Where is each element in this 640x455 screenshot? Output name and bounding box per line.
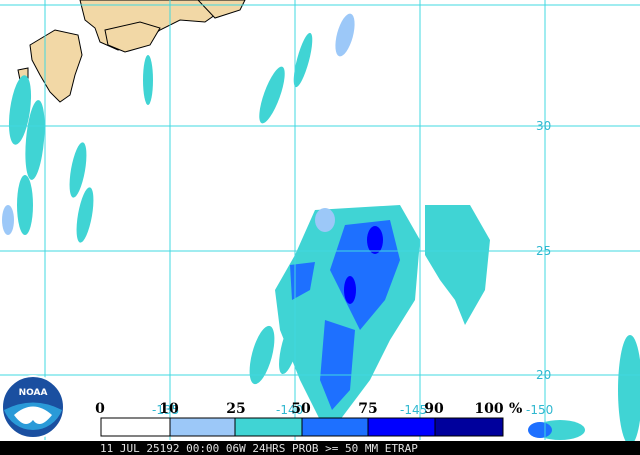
longitude-label: -140 bbox=[276, 403, 303, 417]
latitude-label: 30 bbox=[536, 119, 551, 133]
logo-text: NOAA bbox=[19, 388, 48, 398]
legend-label: 90 bbox=[424, 401, 444, 417]
footer-text: 11 JUL 25192 00:00 06W 24HRS PROB >= 50 … bbox=[100, 442, 418, 455]
longitude-label: -135 bbox=[152, 403, 179, 417]
longitude-label: -150 bbox=[526, 403, 553, 417]
precip-areas bbox=[2, 13, 640, 445]
footer-bar bbox=[0, 441, 640, 455]
legend bbox=[100, 417, 504, 437]
legend-label: 75 bbox=[358, 401, 377, 417]
legend-label: 0 bbox=[95, 401, 105, 417]
legend-label: 50 bbox=[291, 401, 311, 417]
noaa-logo: NOAA bbox=[1, 375, 65, 439]
legend-label: 25 bbox=[226, 401, 245, 417]
latitude-label: 25 bbox=[536, 244, 551, 258]
legend-unit: % bbox=[509, 401, 522, 417]
legend-label: 100 bbox=[474, 401, 503, 417]
legend-label: 10 bbox=[159, 401, 179, 417]
grid bbox=[0, 0, 640, 440]
latitude-label: 20 bbox=[536, 368, 551, 382]
longitude-label: -145 bbox=[400, 403, 427, 417]
